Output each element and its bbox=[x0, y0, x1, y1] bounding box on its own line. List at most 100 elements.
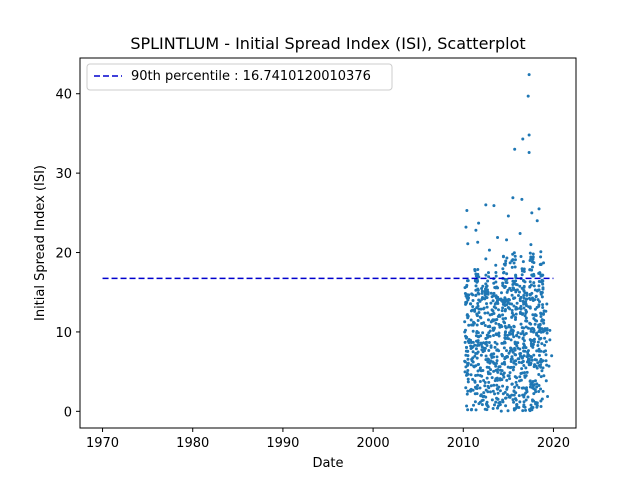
data-point bbox=[524, 331, 528, 335]
data-point bbox=[540, 290, 544, 294]
data-point bbox=[483, 346, 487, 350]
x-tick-label: 2010 bbox=[447, 436, 480, 451]
data-point bbox=[488, 329, 492, 333]
data-point bbox=[480, 286, 484, 290]
data-point bbox=[503, 284, 507, 288]
data-point bbox=[518, 284, 522, 288]
data-point bbox=[544, 359, 548, 363]
data-point bbox=[518, 347, 522, 351]
data-point bbox=[485, 288, 489, 292]
data-point bbox=[494, 301, 498, 305]
data-point bbox=[512, 393, 516, 397]
data-point bbox=[515, 301, 519, 305]
data-point bbox=[479, 316, 483, 320]
data-point bbox=[524, 319, 528, 323]
data-point bbox=[495, 355, 499, 359]
data-point bbox=[531, 252, 535, 256]
data-point bbox=[513, 385, 517, 389]
data-point bbox=[484, 257, 488, 261]
data-point bbox=[464, 334, 468, 338]
data-point bbox=[540, 295, 544, 299]
data-point bbox=[527, 73, 531, 77]
data-point bbox=[519, 352, 523, 356]
data-point bbox=[501, 313, 505, 317]
data-point bbox=[471, 305, 475, 309]
data-point bbox=[501, 400, 505, 404]
data-point bbox=[466, 380, 470, 384]
data-point bbox=[528, 251, 532, 255]
data-point bbox=[491, 299, 495, 303]
data-point bbox=[473, 400, 477, 404]
data-point bbox=[512, 365, 516, 369]
data-point bbox=[476, 384, 480, 388]
data-point bbox=[525, 293, 529, 297]
data-point bbox=[524, 316, 528, 320]
data-point bbox=[489, 384, 493, 388]
data-point bbox=[466, 242, 470, 246]
data-point bbox=[524, 408, 528, 412]
data-point bbox=[522, 306, 526, 310]
data-point bbox=[488, 334, 492, 338]
data-point bbox=[491, 309, 495, 313]
data-point bbox=[497, 334, 501, 338]
data-point bbox=[492, 305, 496, 309]
x-tick-label: 2000 bbox=[357, 436, 390, 451]
data-point bbox=[545, 363, 549, 367]
data-point bbox=[486, 271, 490, 275]
data-point bbox=[528, 363, 532, 367]
y-axis-label: Initial Spread Index (ISI) bbox=[33, 165, 48, 321]
data-point bbox=[494, 286, 498, 290]
data-point bbox=[493, 345, 497, 349]
data-point bbox=[513, 296, 517, 300]
data-point bbox=[479, 353, 483, 357]
data-point bbox=[484, 354, 488, 358]
data-point bbox=[469, 347, 473, 351]
data-point bbox=[484, 358, 488, 362]
data-point bbox=[508, 286, 512, 290]
data-point bbox=[539, 250, 543, 254]
data-point bbox=[513, 348, 517, 352]
data-point bbox=[494, 364, 498, 368]
data-point bbox=[535, 219, 539, 223]
data-point bbox=[539, 375, 543, 379]
data-point bbox=[476, 268, 480, 272]
data-point bbox=[515, 403, 519, 407]
data-point bbox=[464, 353, 468, 357]
data-point bbox=[505, 336, 509, 340]
data-point bbox=[493, 392, 497, 396]
data-point bbox=[539, 311, 543, 315]
data-point bbox=[533, 322, 537, 326]
data-point bbox=[484, 203, 488, 207]
data-point bbox=[473, 307, 477, 311]
data-point bbox=[496, 370, 500, 374]
data-point bbox=[524, 366, 528, 370]
data-point bbox=[503, 362, 507, 366]
data-point bbox=[488, 372, 492, 376]
data-point bbox=[474, 228, 478, 232]
data-point bbox=[470, 407, 474, 411]
data-point bbox=[518, 375, 522, 379]
data-point bbox=[500, 309, 504, 313]
data-point bbox=[495, 342, 499, 346]
data-point bbox=[492, 291, 496, 295]
data-point bbox=[520, 367, 524, 371]
data-point bbox=[497, 349, 501, 353]
data-point bbox=[541, 282, 545, 286]
data-point bbox=[483, 291, 487, 295]
data-point bbox=[522, 344, 526, 348]
data-point bbox=[500, 354, 504, 358]
data-point bbox=[483, 380, 487, 384]
data-point bbox=[480, 291, 484, 295]
data-point bbox=[465, 373, 469, 377]
data-point bbox=[502, 346, 506, 350]
data-point bbox=[482, 391, 486, 395]
data-point bbox=[488, 313, 492, 317]
data-point bbox=[480, 345, 484, 349]
data-point bbox=[501, 283, 505, 287]
data-point bbox=[532, 274, 536, 278]
data-point bbox=[477, 221, 481, 225]
data-point bbox=[487, 275, 491, 279]
data-point bbox=[488, 324, 492, 328]
data-point bbox=[538, 337, 542, 341]
data-point bbox=[523, 280, 527, 284]
